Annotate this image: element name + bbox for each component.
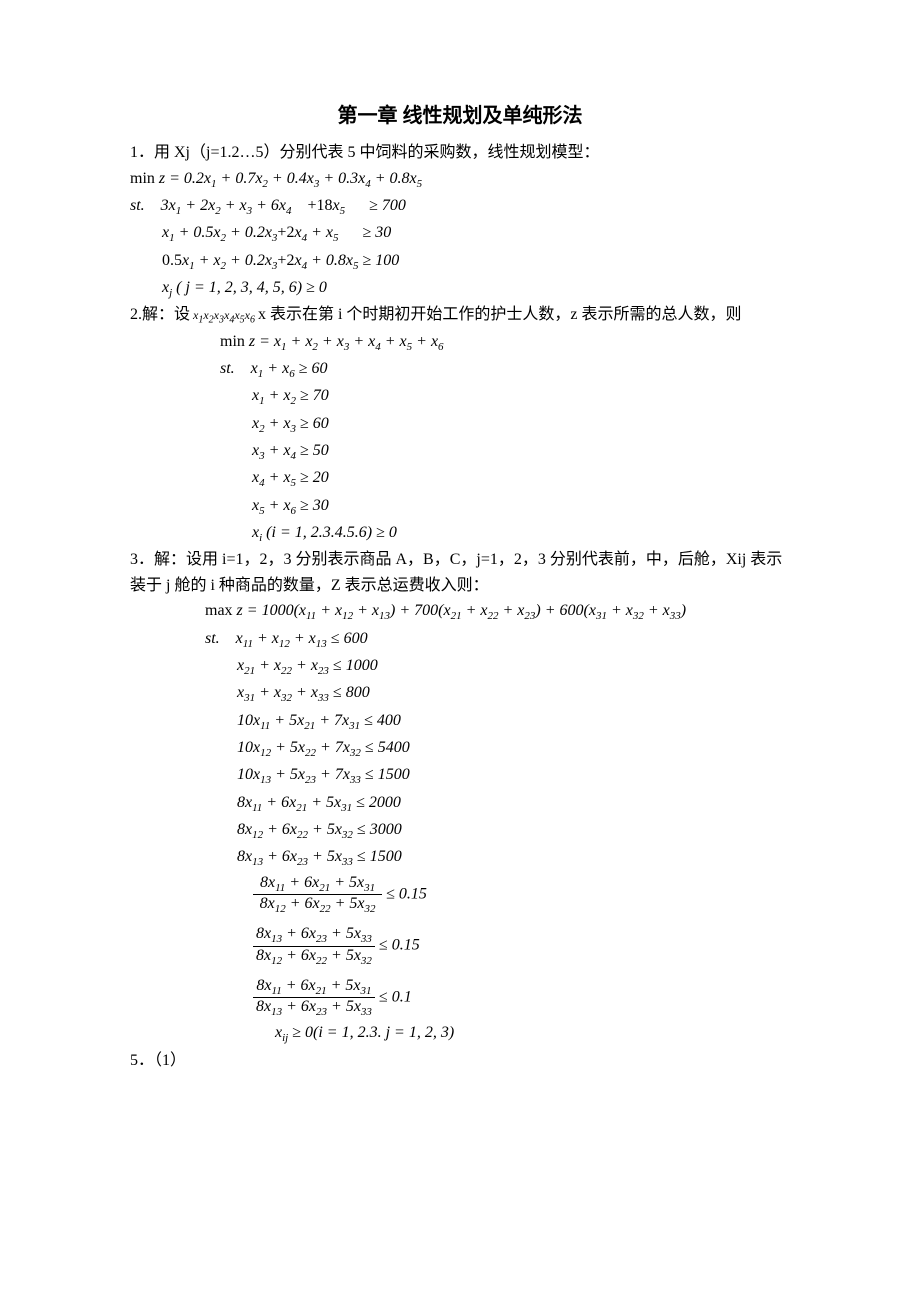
p3-frac2: 8x13 + 6x23 + 5x338x12 + 6x22 + 5x32 ≤ 0…: [253, 923, 790, 969]
p2-intro: 2.解：设 x1x2x3x4x5x6 x 表示在第 i 个时期初开始工作的护士人…: [130, 302, 790, 328]
p3-st: st. x11 + x12 + x13 ≤ 600 x21 + x22 + x2…: [205, 626, 790, 872]
p5-label: 5．（1）: [130, 1048, 790, 1074]
p3-obj: max z = 1000(x11 + x12 + x13) + 700(x21 …: [205, 598, 790, 625]
p3-intro: 3．解：设用 i=1，2，3 分别表示商品 A，B，C，j=1，2，3 分别代表…: [130, 547, 790, 598]
p3-frac3: 8x11 + 6x21 + 5x318x13 + 6x23 + 5x33 ≤ 0…: [253, 975, 790, 1021]
p3-frac1: 8x11 + 6x21 + 5x31 8x12 + 6x22 + 5x32 ≤ …: [253, 872, 790, 918]
chapter-title: 第一章 线性规划及单纯形法: [130, 100, 790, 132]
p2-intro-pre: 2.解：设: [130, 306, 190, 323]
p2-model: min z = x1 + x2 + x3 + x4 + x5 + x6 st. …: [220, 329, 790, 548]
p2-intro-post: x 表示在第 i 个时期初开始工作的护士人数，z 表示所需的总人数，则: [258, 306, 742, 323]
p1-st: st. 3x1 + 2x2 + x3 + 6x4 +18x5 ≥ 700 x1 …: [130, 193, 790, 302]
p1-objective: min z = 0.2x1 + 0.7x2 + 0.4x3 + 0.3x4 + …: [130, 166, 790, 193]
p2-vars: x1x2x3x4x5x6: [190, 308, 258, 322]
p1-intro: 1．用 Xj（j=1.2…5）分别代表 5 中饲料的采购数，线性规划模型：: [130, 140, 790, 166]
p3-nonneg: xij ≥ 0(i = 1, 2.3. j = 1, 2, 3): [275, 1020, 790, 1047]
